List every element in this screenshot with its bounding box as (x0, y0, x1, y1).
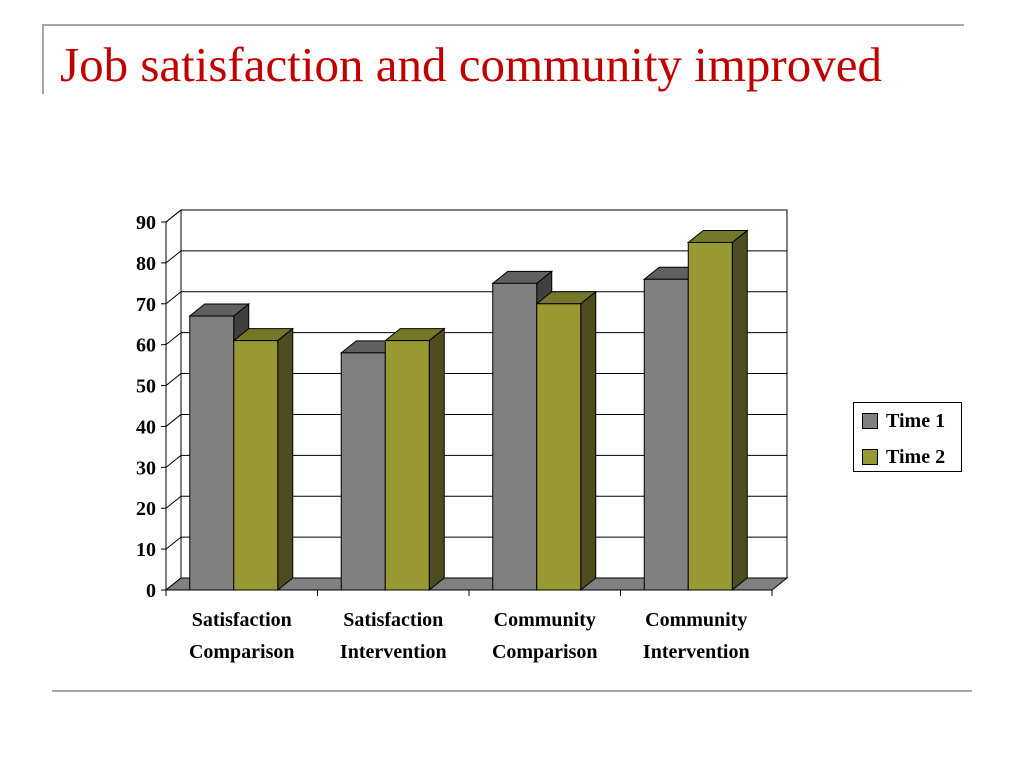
bar-time-2-cat-3-side (580, 290, 597, 592)
side-wall-tick (165, 414, 182, 427)
side-wall-tick (165, 332, 182, 346)
x-tick-label: Community (494, 609, 596, 631)
y-tick-label: 50 (136, 376, 156, 398)
y-tick-label: 0 (146, 580, 156, 602)
legend-label-time-2: Time 2 (886, 445, 946, 468)
side-wall-tick (165, 291, 182, 305)
side-wall-tick (165, 250, 182, 264)
x-tick-label: Intervention (643, 641, 750, 663)
legend-swatch-time-1 (862, 413, 878, 429)
side-wall-tick (165, 454, 182, 468)
x-tick-label: Comparison (492, 641, 598, 663)
bar-time-1-cat-4 (643, 278, 689, 591)
chart-legend: Time 1 Time 2 (853, 402, 962, 472)
bar-time-2-cat-4-side (731, 229, 748, 592)
x-tick-label: Intervention (340, 641, 447, 663)
y-tick-label: 90 (136, 212, 156, 234)
x-tick-label: Satisfaction (343, 609, 443, 631)
bar-time-1-cat-1 (189, 315, 235, 591)
bar-time-2-cat-4 (687, 241, 733, 591)
bar-time-2-cat-2 (384, 340, 430, 591)
bar-time-1-cat-3 (492, 282, 538, 591)
side-wall-tick (165, 373, 182, 386)
legend-item-time-1: Time 1 (862, 409, 945, 433)
bar-time-2-cat-3 (536, 303, 582, 591)
side-wall-tick (165, 536, 182, 550)
footer-rule (52, 690, 972, 692)
bar-time-2-cat-1-side (277, 327, 294, 592)
chart-side-wall (165, 208, 182, 592)
y-tick-label: 80 (136, 253, 156, 275)
frame-top-rule (42, 24, 964, 26)
slide-title: Job satisfaction and community improved (60, 37, 882, 92)
x-tick-label: Community (645, 609, 747, 631)
y-tick-label: 10 (136, 539, 156, 561)
legend-item-time-2: Time 2 (862, 445, 945, 469)
bar-time-2-cat-1 (233, 340, 279, 591)
bar-time-1-cat-2 (340, 352, 386, 591)
y-tick-label: 20 (136, 498, 156, 520)
legend-label-time-1: Time 1 (886, 409, 946, 432)
legend-swatch-time-2 (862, 449, 878, 465)
x-tick-label: Comparison (189, 641, 295, 663)
bar-time-2-cat-2-side (428, 327, 445, 592)
y-tick-label: 30 (136, 457, 156, 479)
y-tick-label: 60 (136, 335, 156, 357)
y-tick-label: 70 (136, 294, 156, 316)
y-tick-label: 40 (136, 416, 156, 438)
side-wall-tick (165, 495, 182, 509)
frame-left-rule (42, 24, 44, 94)
x-tick-label: Satisfaction (192, 609, 292, 631)
